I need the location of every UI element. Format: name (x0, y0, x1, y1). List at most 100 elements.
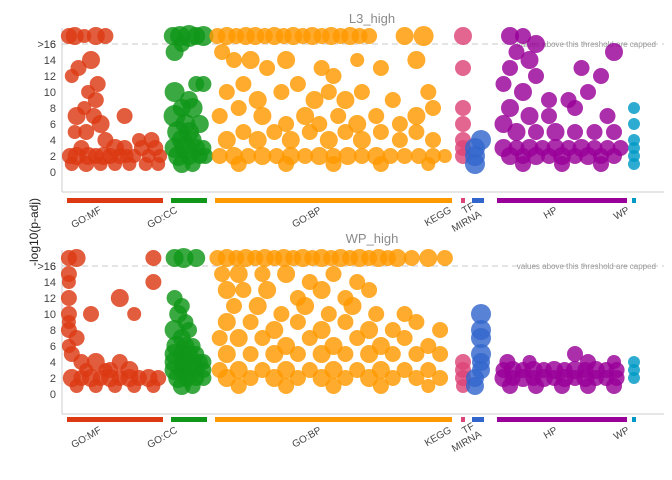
data-point-go-bp (396, 362, 413, 378)
source-bar-go-cc (171, 198, 207, 203)
data-point-go-bp (391, 116, 408, 132)
data-point-go-mf (88, 379, 103, 393)
data-point-go-mf (93, 157, 108, 171)
data-point-go-mf (98, 363, 113, 377)
source-bar-kegg (461, 198, 465, 203)
data-point-go-mf (97, 28, 114, 44)
data-point-go-bp (230, 378, 247, 394)
data-point-go-bp (313, 60, 330, 76)
y-tick-label: 8 (50, 325, 56, 337)
data-point-go-bp (278, 156, 295, 172)
data-point-go-bp (289, 346, 306, 362)
data-point-go-bp (230, 156, 247, 172)
data-point-hp (520, 51, 539, 69)
y-tick-label: 4 (50, 135, 56, 147)
data-point-hp (580, 354, 596, 370)
data-point-hp (541, 108, 557, 124)
data-point-go-mf (78, 124, 95, 140)
data-point-hp (567, 100, 583, 116)
data-point-go-bp (396, 306, 413, 322)
y-tick-label: 10 (44, 87, 56, 99)
data-point-go-bp (408, 370, 425, 386)
data-point-go-bp (368, 108, 385, 124)
data-point-go-bp (265, 321, 284, 339)
data-point-hp (607, 355, 621, 369)
source-bar-wp (632, 198, 636, 203)
data-point-go-mf (67, 107, 86, 125)
data-point-wp (628, 102, 640, 114)
data-point-go-bp (384, 346, 401, 362)
data-point-go-mf (146, 379, 161, 393)
data-point-hp (606, 124, 622, 140)
data-point-go-mf (127, 379, 142, 393)
data-point-hp (554, 156, 570, 172)
source-label-tf: TF (460, 421, 476, 437)
data-point-kegg (455, 60, 471, 76)
data-point-go-mf (61, 275, 76, 289)
source-label-go-cc: GO:CC (146, 205, 180, 231)
data-point-go-bp (420, 338, 437, 354)
source-bar-go-cc (171, 417, 207, 422)
data-point-go-bp (360, 369, 379, 387)
source-bar-hp (497, 417, 627, 422)
data-point-go-bp (259, 60, 276, 76)
source-bar-go-mf (67, 417, 163, 422)
data-point-go-mf (116, 108, 133, 124)
data-point-go-bp (384, 322, 401, 338)
source-label-kegg: KEGG (423, 205, 454, 229)
data-point-go-bp (242, 346, 259, 362)
data-point-hp (573, 60, 590, 76)
data-point-go-bp (320, 306, 337, 322)
data-point-go-bp (277, 51, 296, 69)
data-point-go-bp (235, 76, 252, 92)
data-point-go-mf (143, 132, 160, 148)
data-point-go-bp (217, 345, 236, 363)
y-tick-label: >16 (37, 39, 56, 51)
data-point-go-bp (242, 314, 259, 330)
data-point-hp (515, 28, 531, 44)
data-point-hp (541, 92, 557, 108)
data-point-hp (528, 124, 544, 140)
data-point-go-bp (337, 124, 354, 140)
data-point-hp (494, 115, 513, 133)
data-point-go-bp (349, 274, 366, 290)
data-point-go-cc (164, 82, 185, 102)
data-point-go-cc (181, 322, 197, 338)
data-point-go-bp (425, 100, 441, 116)
data-point-go-bp (241, 51, 260, 69)
data-point-go-mf (138, 157, 153, 171)
data-point-go-bp (312, 345, 331, 363)
y-tick-label: >16 (37, 261, 56, 273)
data-point-go-bp (432, 346, 449, 362)
data-point-hp (546, 123, 565, 141)
data-point-go-bp (407, 51, 426, 69)
source-label-hp: HP (542, 205, 560, 222)
data-point-go-bp (384, 370, 401, 386)
data-point-hp (528, 68, 544, 84)
data-point-go-cc (184, 378, 201, 394)
data-point-go-mf (60, 290, 77, 306)
data-point-go-bp (248, 131, 267, 149)
data-point-go-mf (87, 92, 104, 108)
data-point-go-bp (420, 362, 437, 378)
data-point-go-bp (258, 281, 277, 299)
data-point-go-mf (83, 306, 99, 322)
data-point-go-mf (64, 157, 79, 171)
data-point-go-mf (70, 60, 87, 76)
data-point-go-bp (349, 330, 366, 346)
data-point-hp (567, 346, 583, 362)
data-point-go-bp (289, 370, 306, 386)
data-point-go-bp (419, 249, 438, 267)
y-tick-label: 0 (50, 167, 56, 179)
source-label-go-cc: GO:CC (146, 425, 180, 451)
data-point-go-bp (437, 149, 452, 163)
data-point-go-bp (242, 370, 259, 386)
data-point-hp (520, 107, 539, 125)
data-point-go-bp (277, 265, 296, 283)
data-point-go-bp (325, 68, 342, 84)
data-point-go-bp (391, 132, 408, 148)
data-point-go-bp (289, 76, 306, 92)
data-point-go-mf (79, 363, 94, 377)
data-point-go-bp (395, 27, 414, 45)
data-point-go-bp (325, 266, 342, 282)
